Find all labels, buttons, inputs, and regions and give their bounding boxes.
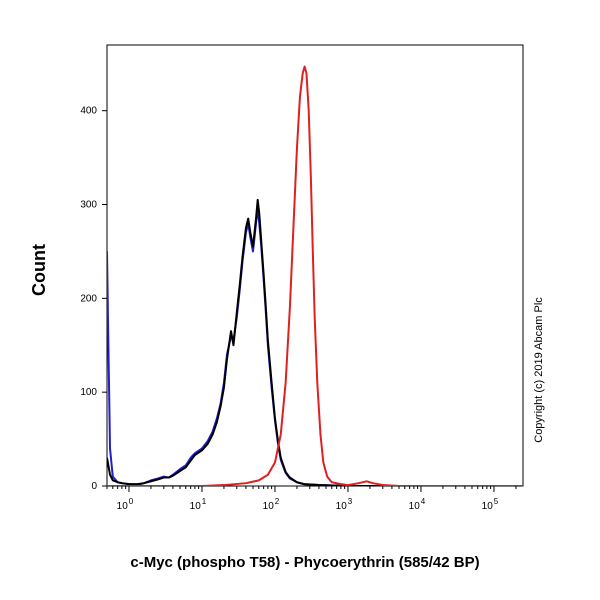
x-tick-label: 101 (190, 497, 207, 512)
x-tick-label: 104 (409, 497, 426, 512)
y-tick-label: 200 (80, 293, 97, 304)
copyright-annotation: Copyright (c) 2019 Abcam Plc (533, 297, 545, 443)
y-tick-label: 100 (80, 387, 97, 398)
y-axis-ticks: 0 100 200 300 400 (80, 106, 107, 492)
x-axis-ticks: 100 101 102 103 104 105 (106, 486, 517, 512)
x-tick-label: 103 (336, 497, 353, 512)
series-line-2 (107, 65, 523, 486)
y-tick-label: 400 (80, 106, 97, 117)
y-tick-label: 0 (91, 481, 97, 492)
series-layer (107, 65, 523, 486)
y-axis-title: Count (29, 244, 49, 296)
plot-frame (106, 44, 524, 487)
x-axis-title: c-Myc (phospho T58) - Phycoerythrin (585… (130, 554, 479, 571)
x-tick-label: 102 (263, 497, 280, 512)
x-tick-label: 105 (482, 497, 499, 512)
series-line-1 (107, 198, 523, 486)
y-tick-label: 300 (80, 200, 97, 211)
x-tick-label: 100 (117, 497, 134, 512)
